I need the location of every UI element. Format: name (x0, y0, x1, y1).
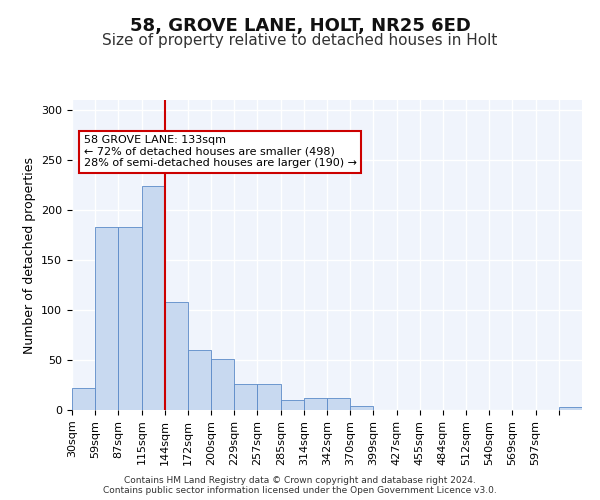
Bar (165, 302, 188, 410)
Bar (234, 384, 257, 410)
Bar (327, 398, 350, 410)
Bar (211, 359, 234, 410)
Bar (350, 406, 373, 410)
Bar (95, 227, 118, 410)
Text: Contains HM Land Registry data © Crown copyright and database right 2024.
Contai: Contains HM Land Registry data © Crown c… (103, 476, 497, 495)
Bar (281, 400, 304, 410)
Bar (72, 388, 95, 410)
Text: 58, GROVE LANE, HOLT, NR25 6ED: 58, GROVE LANE, HOLT, NR25 6ED (130, 18, 470, 36)
Bar (142, 186, 165, 410)
Bar (257, 384, 281, 410)
Bar (118, 227, 142, 410)
Text: 58 GROVE LANE: 133sqm
← 72% of detached houses are smaller (498)
28% of semi-det: 58 GROVE LANE: 133sqm ← 72% of detached … (83, 135, 356, 168)
Bar (188, 350, 211, 410)
Y-axis label: Number of detached properties: Number of detached properties (23, 156, 35, 354)
Text: Size of property relative to detached houses in Holt: Size of property relative to detached ho… (103, 32, 497, 48)
Bar (559, 407, 582, 410)
Bar (304, 398, 327, 410)
